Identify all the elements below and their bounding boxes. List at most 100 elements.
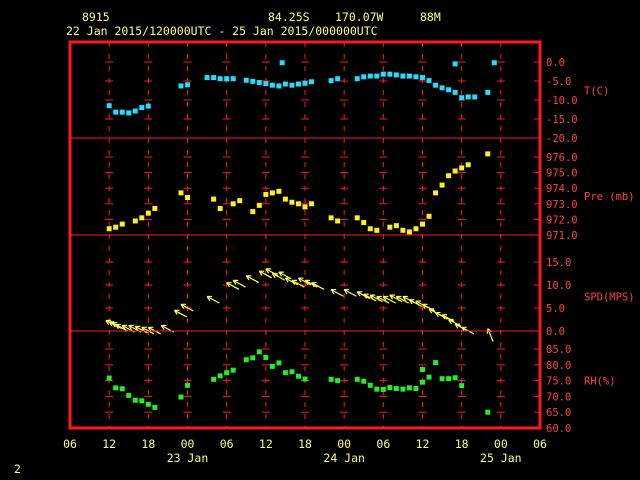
humidity-point	[106, 375, 112, 381]
humidity-point	[380, 386, 386, 392]
wind-arrow	[271, 272, 285, 281]
humidity-point	[250, 355, 256, 361]
humidity-point	[145, 401, 151, 407]
temperature-point	[485, 89, 491, 95]
temperature-point	[459, 95, 465, 101]
pressure-point	[185, 195, 190, 201]
humidity-point	[276, 360, 282, 366]
pressure-point	[119, 221, 125, 227]
temperature-point	[439, 85, 445, 91]
wind-arrow	[389, 294, 403, 303]
humidity-point	[361, 378, 367, 384]
humidity-point	[387, 385, 393, 391]
temperature-point	[335, 76, 341, 82]
wind-arrow	[343, 288, 357, 297]
temperature-point	[132, 108, 138, 114]
pressure-point	[452, 168, 458, 174]
humidity-point	[211, 376, 217, 382]
temperature-point	[491, 60, 497, 66]
x-day-label: 23 Jan	[167, 451, 209, 465]
humidity-point	[152, 404, 158, 410]
pressure-point	[420, 221, 425, 227]
temperature-point	[354, 76, 360, 82]
y-tick-label: 85.0	[546, 344, 571, 356]
wind-arrow	[408, 299, 423, 307]
humidity-point	[224, 370, 230, 376]
humidity-point	[217, 373, 223, 379]
wind-arrow	[376, 295, 390, 304]
temperature-point	[406, 73, 412, 79]
humidity-point	[185, 382, 190, 388]
time-period: 22 Jan 2015/120000UTC - 25 Jan 2015/0000…	[66, 24, 378, 38]
temperature-point	[269, 82, 275, 88]
y-tick-label: -10.0	[546, 95, 578, 107]
humidity-point	[230, 367, 236, 373]
y-tick-label: 973.0	[546, 199, 578, 211]
temperature-point	[263, 81, 269, 87]
temperature-point	[217, 76, 223, 82]
pressure-point	[256, 202, 262, 208]
pressure-point	[302, 204, 308, 210]
humidity-point	[367, 382, 373, 388]
wind-arrow	[108, 321, 122, 329]
pressure-point	[289, 199, 295, 205]
x-day-label: 25 Jan	[480, 451, 522, 465]
x-tick-label: 12	[416, 437, 430, 451]
pressure-point	[354, 215, 360, 221]
humidity-point	[452, 375, 458, 381]
temperature-point	[446, 87, 452, 93]
pressure-point	[485, 151, 491, 157]
x-tick-label: 00	[337, 437, 351, 451]
wind-arrow	[245, 275, 259, 283]
temperature-point	[302, 80, 308, 86]
temperature-point	[452, 61, 458, 67]
pressure-point	[335, 218, 341, 224]
wind-arrow	[363, 293, 377, 302]
pressure-point	[269, 190, 275, 196]
y-tick-label: 80.0	[546, 360, 571, 372]
temperature-point	[279, 60, 285, 66]
temperature-point	[295, 81, 301, 87]
humidity-point	[302, 376, 308, 382]
humidity-point	[269, 363, 275, 369]
y-tick-label: 0.0	[546, 326, 565, 338]
x-day-label: 24 Jan	[323, 451, 365, 465]
wind-arrow	[297, 277, 312, 286]
elevation: 88M	[420, 10, 441, 24]
humidity-point	[393, 386, 399, 391]
temperature-point	[472, 94, 478, 100]
y-tick-label: 975.0	[546, 168, 578, 180]
temperature-point	[106, 103, 112, 109]
wind-arrow	[395, 295, 409, 304]
humidity-point	[119, 386, 125, 392]
temperature-point	[282, 81, 288, 87]
temperature-point	[393, 72, 399, 78]
wind-arrow	[232, 279, 246, 288]
pressure-point	[413, 226, 419, 232]
y-tick-label: 70.0	[546, 391, 571, 403]
temperature-point	[452, 89, 458, 95]
y-tick-label: 971.0	[546, 230, 578, 242]
temperature-point	[250, 78, 256, 84]
y-tick-label: 75.0	[546, 376, 571, 388]
temperature-point	[426, 78, 432, 84]
station-id: 8915	[82, 10, 110, 24]
pressure-point	[433, 190, 439, 196]
humidity-point	[132, 397, 138, 403]
page-number: 2	[14, 462, 21, 476]
wind-arrow	[226, 282, 240, 290]
x-tick-label: 06	[376, 437, 390, 451]
humidity-point	[459, 383, 465, 389]
pressure-point	[217, 205, 223, 211]
wind-arrow	[304, 279, 318, 288]
temperature-point	[178, 83, 184, 89]
temperature-point	[361, 74, 367, 80]
pressure-point	[426, 213, 432, 219]
wind-arrow	[311, 282, 325, 290]
temperature-point	[328, 78, 334, 84]
x-tick-label: 06	[63, 437, 77, 451]
wind-arrow	[382, 295, 396, 304]
pressure-point	[367, 226, 373, 232]
wind-arrow	[134, 325, 148, 334]
temperature-point	[367, 73, 373, 79]
